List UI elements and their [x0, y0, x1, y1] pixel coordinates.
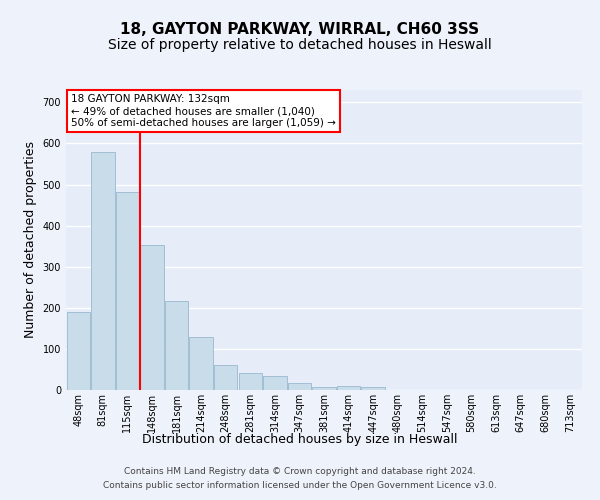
Bar — [361, 387, 385, 390]
Bar — [116, 192, 139, 390]
Text: Contains public sector information licensed under the Open Government Licence v3: Contains public sector information licen… — [103, 481, 497, 490]
Bar — [190, 336, 213, 390]
Bar — [288, 383, 311, 390]
Bar — [263, 376, 287, 390]
Bar — [91, 152, 115, 390]
Text: Size of property relative to detached houses in Heswall: Size of property relative to detached ho… — [108, 38, 492, 52]
Text: Distribution of detached houses by size in Heswall: Distribution of detached houses by size … — [142, 432, 458, 446]
Text: Contains HM Land Registry data © Crown copyright and database right 2024.: Contains HM Land Registry data © Crown c… — [124, 468, 476, 476]
Bar — [313, 386, 335, 390]
Bar — [214, 366, 238, 390]
Bar — [239, 372, 262, 390]
Text: 18 GAYTON PARKWAY: 132sqm
← 49% of detached houses are smaller (1,040)
50% of se: 18 GAYTON PARKWAY: 132sqm ← 49% of detac… — [71, 94, 336, 128]
Bar — [165, 301, 188, 390]
Y-axis label: Number of detached properties: Number of detached properties — [24, 142, 37, 338]
Bar — [67, 312, 90, 390]
Text: 18, GAYTON PARKWAY, WIRRAL, CH60 3SS: 18, GAYTON PARKWAY, WIRRAL, CH60 3SS — [121, 22, 479, 38]
Bar — [140, 245, 164, 390]
Bar — [337, 386, 360, 390]
